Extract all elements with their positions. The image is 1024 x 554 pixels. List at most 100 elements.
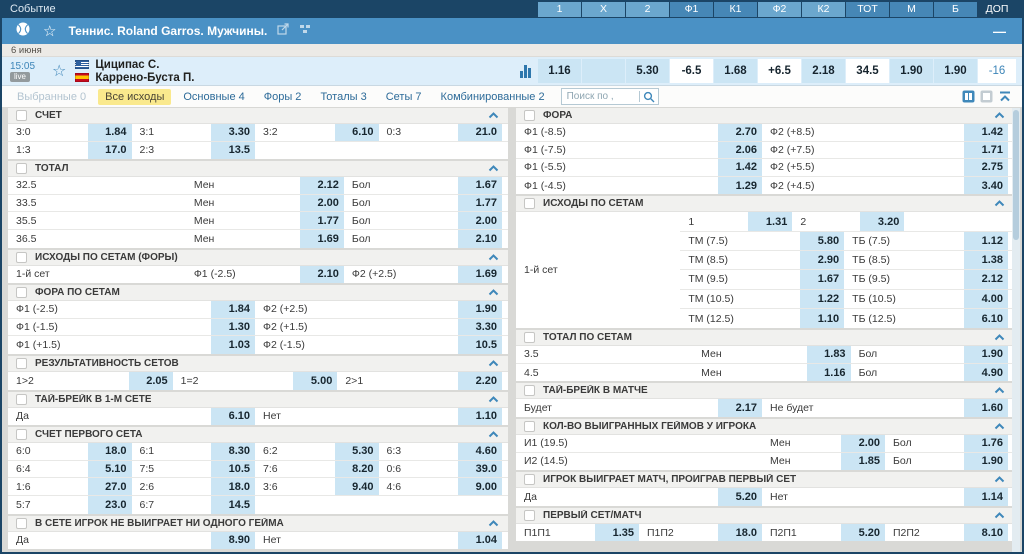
odds-cell[interactable]: 1.84 [211,301,255,318]
odds-cell[interactable]: 8.30 [211,443,255,460]
odds-cell[interactable]: 1.90 [964,346,1009,363]
odds-cell[interactable]: 2.10 [299,265,344,284]
odds-column-header[interactable]: ДОП [985,2,1009,15]
odds-cell[interactable]: 2.00 [841,434,885,452]
search-icon[interactable] [640,91,658,103]
two-column-view-icon[interactable] [962,90,975,103]
odds-cell[interactable]: 1.71 [964,141,1008,159]
market-checkbox[interactable] [524,474,535,486]
odds-cell[interactable]: 1.14 [964,488,1008,506]
odds-cell[interactable]: 1.90 [964,452,1008,471]
odds-cell[interactable]: 1.31 [748,212,793,231]
odds-cell[interactable]: 14.5 [211,495,255,514]
odds-cell[interactable]: 6.10 [334,124,379,141]
odds-cell[interactable]: 13.5 [211,141,255,160]
match-odds-cell[interactable]: 1.90 [890,59,933,83]
odds-cell[interactable]: 1.03 [211,336,255,354]
odds-cell[interactable]: 1.90 [458,301,502,318]
statistics-chart-icon[interactable] [520,64,532,78]
match-odds-cell[interactable]: 1.16 [538,59,581,83]
odds-cell[interactable]: 3.20 [860,212,905,231]
odds-cell[interactable]: 1.04 [458,531,502,550]
odds-cell[interactable]: 5.80 [800,231,845,250]
market-checkbox[interactable] [524,332,535,344]
market-checkbox[interactable] [524,110,535,121]
odds-cell[interactable]: 1.35 [595,523,639,542]
odds-cell[interactable]: 1.85 [841,452,885,471]
collapse-section-icon[interactable] [488,165,499,172]
collapse-section-icon[interactable] [994,476,1005,483]
odds-cell[interactable]: 5.20 [841,523,885,542]
filter-tab[interactable]: Форы 2 [263,90,302,103]
odds-cell[interactable]: 3.30 [458,318,502,336]
collapse-section-icon[interactable] [488,360,499,367]
match-odds-cell[interactable]: 1.68 [714,59,757,83]
odds-cell[interactable]: 2.10 [458,229,503,248]
odds-cell[interactable]: 1.77 [458,194,503,212]
odds-cell[interactable]: 1.60 [964,399,1008,417]
collapse-section-icon[interactable] [994,200,1005,207]
odds-cell[interactable]: 18.0 [718,523,762,542]
odds-cell[interactable]: 5.10 [87,460,132,478]
one-column-view-icon[interactable] [980,90,993,103]
odds-cell[interactable]: 8.90 [211,531,255,550]
odds-cell[interactable]: 2.12 [964,270,1009,289]
collapse-section-icon[interactable] [994,387,1005,394]
filter-tab[interactable]: Все исходы [98,88,172,105]
odds-cell[interactable]: 18.0 [211,478,255,495]
odds-cell[interactable]: 4.60 [458,443,502,460]
match-odds-cell[interactable]: +6.5 [758,59,801,83]
filter-tab[interactable]: Выбранные 0 [17,90,87,103]
odds-cell[interactable]: 2.06 [718,141,762,159]
stream-icon[interactable] [299,22,311,40]
odds-cell[interactable]: 1.30 [211,318,255,336]
collapse-section-icon[interactable] [488,289,499,296]
odds-cell[interactable]: 8.20 [334,460,379,478]
odds-cell[interactable]: 4.90 [964,363,1009,382]
odds-cell[interactable]: 5.30 [334,443,379,460]
collapse-section-icon[interactable] [488,395,499,403]
filter-tab[interactable]: Тоталы 3 [320,90,367,103]
market-checkbox[interactable] [524,420,535,432]
odds-cell[interactable]: 1.69 [299,229,344,248]
match-odds-cell[interactable]: -6.5 [670,59,713,83]
market-checkbox[interactable] [16,251,27,263]
odds-cell[interactable]: 1.12 [964,231,1009,250]
market-checkbox[interactable] [524,385,535,397]
odds-cell[interactable]: 1.76 [964,434,1008,452]
odds-cell[interactable]: 3.30 [211,124,255,141]
odds-cell[interactable]: 2.90 [800,250,845,270]
odds-cell[interactable]: 2.20 [458,371,503,390]
market-checkbox[interactable] [16,393,27,405]
market-checkbox[interactable] [16,163,27,175]
odds-cell[interactable]: 27.0 [87,478,132,495]
market-checkbox[interactable] [524,509,535,521]
odds-cell[interactable]: 8.10 [964,523,1008,542]
odds-cell[interactable]: 2.70 [718,124,762,141]
market-checkbox[interactable] [16,357,27,369]
market-search-input[interactable] [561,91,639,102]
odds-cell[interactable]: 1.42 [718,159,762,176]
odds-cell[interactable]: 10.5 [211,460,255,478]
filter-tab[interactable]: Сеты 7 [385,90,422,103]
collapse-section-icon[interactable] [488,253,499,261]
favorite-league-star-icon[interactable]: ☆ [43,22,57,40]
odds-cell[interactable]: 5.00 [293,371,338,390]
collapse-section-icon[interactable] [994,112,1005,119]
popout-icon[interactable] [277,22,289,40]
match-odds-cell[interactable]: -16 [978,59,1016,83]
market-checkbox[interactable] [16,287,27,299]
market-checkbox[interactable] [16,517,27,529]
market-checkbox[interactable] [16,110,27,121]
odds-cell[interactable]: 1.10 [800,308,845,329]
scrollbar-thumb[interactable] [1013,110,1019,240]
odds-cell[interactable]: 1.77 [299,212,344,229]
collapse-section-icon[interactable] [994,334,1005,341]
collapse-section-icon[interactable] [488,112,499,119]
odds-cell[interactable]: 4.00 [964,289,1009,308]
match-odds-cell[interactable]: 1.90 [934,59,977,83]
collapse-section-icon[interactable] [994,511,1005,519]
odds-cell[interactable]: 39.0 [458,460,502,478]
odds-cell[interactable]: 21.0 [458,124,502,141]
collapse-section-icon[interactable] [994,423,1005,430]
